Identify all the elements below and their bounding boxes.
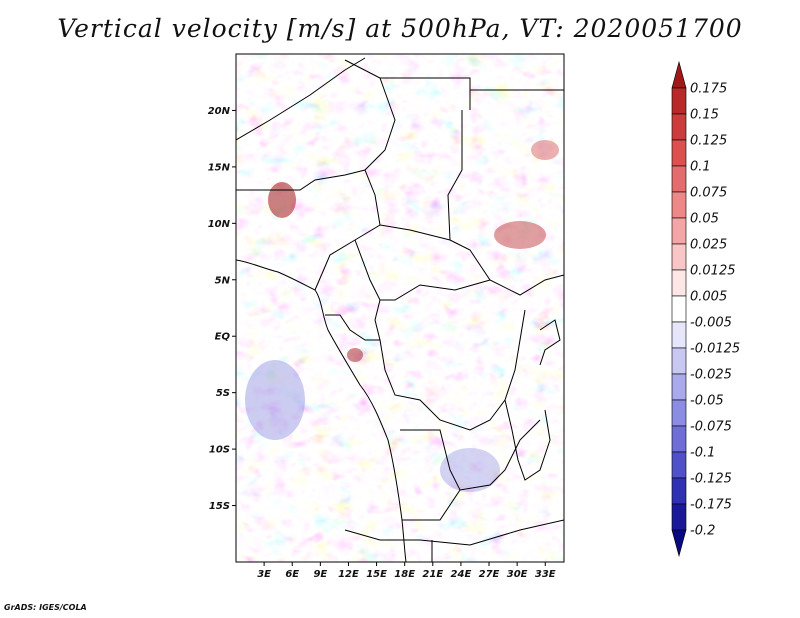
map-title: Vertical velocity [m/s] at 500hPa, VT: 2… <box>57 14 743 43</box>
colorbar-swatch <box>671 295 687 323</box>
colorbar-swatch <box>671 503 687 531</box>
colorbar: 0.175 0.15 0.125 0.1 0.075 0.05 0.025 0.0125 0.0… <box>671 60 740 558</box>
colorbar-swatch <box>671 139 687 167</box>
lon-tick-label: 9E <box>313 569 327 580</box>
colorbar-label: 0.175 <box>690 82 727 97</box>
country-borders <box>236 57 564 562</box>
colorbar-swatch <box>671 529 687 558</box>
colorbar-label: -0.2 <box>690 524 715 539</box>
colorbar-label: 0.005 <box>690 290 727 305</box>
colorbar-label: 0.075 <box>690 186 727 201</box>
lat-tick-label: 10N <box>208 219 231 230</box>
lat-tick-label: EQ <box>215 332 231 343</box>
lat-tick-label: 15S <box>209 501 230 512</box>
colorbar-swatch <box>671 191 687 219</box>
lat-tick-label: 10S <box>209 445 230 456</box>
lon-tick-label: 6E <box>285 569 299 580</box>
lat-tick-label: 5N <box>215 275 231 286</box>
colorbar-label: 0.025 <box>690 238 727 253</box>
colorbar-label: 0.05 <box>690 212 719 227</box>
colorbar-label: -0.025 <box>690 368 732 383</box>
lon-tick-label: 27E <box>479 569 500 580</box>
colorbar-swatch <box>671 477 687 505</box>
lat-tick-label: 20N <box>208 106 231 117</box>
colorbar-label: -0.125 <box>690 472 732 487</box>
lon-tick-label: 33E <box>535 569 556 580</box>
colorbar-swatch <box>671 451 687 479</box>
colorbar-swatch <box>671 347 687 375</box>
colorbar-label: 0.0125 <box>690 264 736 279</box>
colorbar-label: -0.1 <box>690 446 715 461</box>
colorbar-swatch <box>671 425 687 453</box>
colorbar-label: 0.1 <box>690 160 711 175</box>
colorbar-swatch <box>671 113 687 141</box>
colorbar-label: -0.075 <box>690 420 732 435</box>
colorbar-label: 0.125 <box>690 134 727 149</box>
longitude-axis: 3E 6E 9E 12E 15E 18E 21E 24E 27E 30E 33E <box>257 562 556 580</box>
colorbar-swatch <box>671 243 687 271</box>
lon-tick-label: 12E <box>338 569 359 580</box>
colorbar-label: -0.0125 <box>690 342 740 357</box>
colorbar-swatch <box>671 321 687 349</box>
colorbar-label: 0.15 <box>690 108 719 123</box>
lon-tick-label: 24E <box>451 569 472 580</box>
latitude-axis: 20N 15N 10N 5N EQ 5S 10S 15S <box>208 106 236 512</box>
colorbar-swatch <box>671 217 687 245</box>
lon-tick-label: 15E <box>366 569 387 580</box>
credit-text: GrADS: IGES/COLA <box>4 603 87 612</box>
lat-tick-label: 5S <box>216 388 230 399</box>
colorbar-swatch <box>671 399 687 427</box>
colorbar-swatch <box>671 373 687 401</box>
lon-tick-label: 18E <box>394 569 415 580</box>
colorbar-label: -0.175 <box>690 498 732 513</box>
plot-frame <box>235 53 565 563</box>
vertical-velocity-field <box>236 54 564 562</box>
colorbar-swatch <box>671 60 687 89</box>
lat-tick-label: 15N <box>208 162 231 173</box>
colorbar-label: -0.05 <box>690 394 724 409</box>
colorbar-label: -0.005 <box>690 316 732 331</box>
lon-tick-label: 30E <box>507 569 528 580</box>
lon-tick-label: 3E <box>257 569 271 580</box>
colorbar-swatch <box>671 269 687 297</box>
lon-tick-label: 21E <box>422 569 443 580</box>
colorbar-swatch <box>671 165 687 193</box>
colorbar-swatch <box>671 87 687 115</box>
